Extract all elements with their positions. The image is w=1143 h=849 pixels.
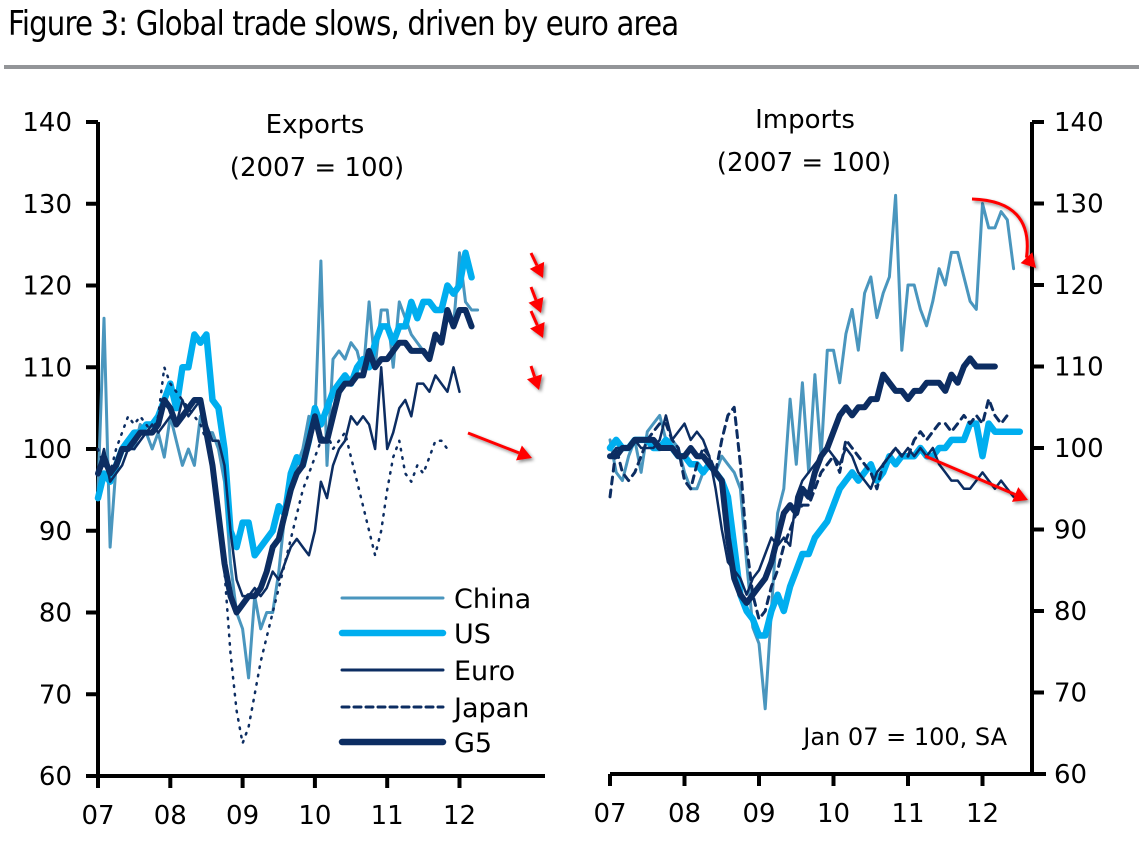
y-tick-label: 110 [1054, 353, 1104, 383]
x-tick-label: 11 [371, 801, 404, 831]
legend-item-us: US [338, 619, 491, 650]
legend-item-china: China [340, 584, 531, 615]
imports-title: Imports [755, 105, 855, 135]
exports-subtitle: (2007 = 100) [230, 153, 404, 183]
x-tick-label: 10 [817, 799, 850, 829]
y-tick-label: 60 [1054, 760, 1087, 790]
y-tick-label: 140 [1054, 108, 1104, 138]
x-tick-label: 10 [298, 801, 331, 831]
y-tick-label: 70 [39, 680, 72, 710]
y-tick-label: 70 [1054, 679, 1087, 709]
x-tick-label: 08 [668, 799, 701, 829]
x-tick-label: 11 [891, 799, 924, 829]
annotation-arrow [467, 431, 532, 461]
y-tick-label: 120 [1054, 271, 1104, 301]
legend-label: China [454, 584, 531, 615]
imports-subtitle: (2007 = 100) [717, 148, 891, 178]
x-tick-label: 12 [966, 799, 999, 829]
legend-item-euro: Euro [340, 656, 515, 687]
series-line-g5 [607, 355, 998, 606]
y-tick-label: 100 [1054, 434, 1104, 464]
series-line-china [608, 193, 1016, 711]
exports-panel: Exports (2007 = 100) 60 70 80 90 100 110 120 13… [22, 108, 545, 831]
y-tick-label: 130 [22, 190, 72, 220]
annotation-arrow [529, 252, 545, 278]
x-tick-label: 08 [154, 801, 187, 831]
base-note: Jan 07 = 100, SA [801, 723, 1007, 751]
series-line-us [606, 420, 1024, 639]
series-line-g5 [95, 307, 475, 616]
imports-panel: Imports (2007 = 100) Jan 07 = 100, SA 60… [593, 105, 1103, 829]
legend-item-japan: Japan [340, 693, 529, 724]
exports-title: Exports [266, 110, 365, 140]
y-tick-label: 120 [22, 272, 72, 302]
x-tick-label: 12 [443, 801, 476, 831]
y-tick-label: 100 [22, 435, 72, 465]
legend-item-g5: G5 [338, 728, 492, 759]
x-tick-label: 07 [593, 799, 626, 829]
y-tick-label: 90 [39, 517, 72, 547]
legend: China US Euro Japan G5 [338, 584, 531, 759]
annotation-arrow [526, 365, 543, 390]
legend-label: Euro [454, 656, 515, 687]
legend-label: Japan [452, 693, 529, 724]
x-tick-label: 09 [742, 799, 775, 829]
legend-label: G5 [454, 728, 492, 759]
y-tick-label: 110 [22, 353, 72, 383]
series-line-japan [608, 397, 1009, 621]
annotation-arrow [529, 310, 545, 338]
y-tick-label: 60 [39, 762, 72, 792]
y-tick-label: 80 [1054, 597, 1087, 627]
y-tick-label: 130 [1054, 190, 1104, 220]
x-tick-label: 09 [226, 801, 259, 831]
annotation-arrow [924, 454, 1028, 502]
series-line-euro [96, 366, 461, 598]
annotation-arrow [528, 286, 544, 313]
y-tick-label: 140 [22, 108, 72, 138]
y-tick-label: 90 [1054, 516, 1087, 546]
y-tick-label: 80 [39, 599, 72, 629]
title-rule [4, 65, 1139, 69]
x-tick-label: 07 [81, 801, 114, 831]
legend-label: US [454, 619, 491, 650]
annotation-arrow [971, 197, 1036, 268]
figure-title: Figure 3: Global trade slows, driven by … [8, 4, 679, 44]
